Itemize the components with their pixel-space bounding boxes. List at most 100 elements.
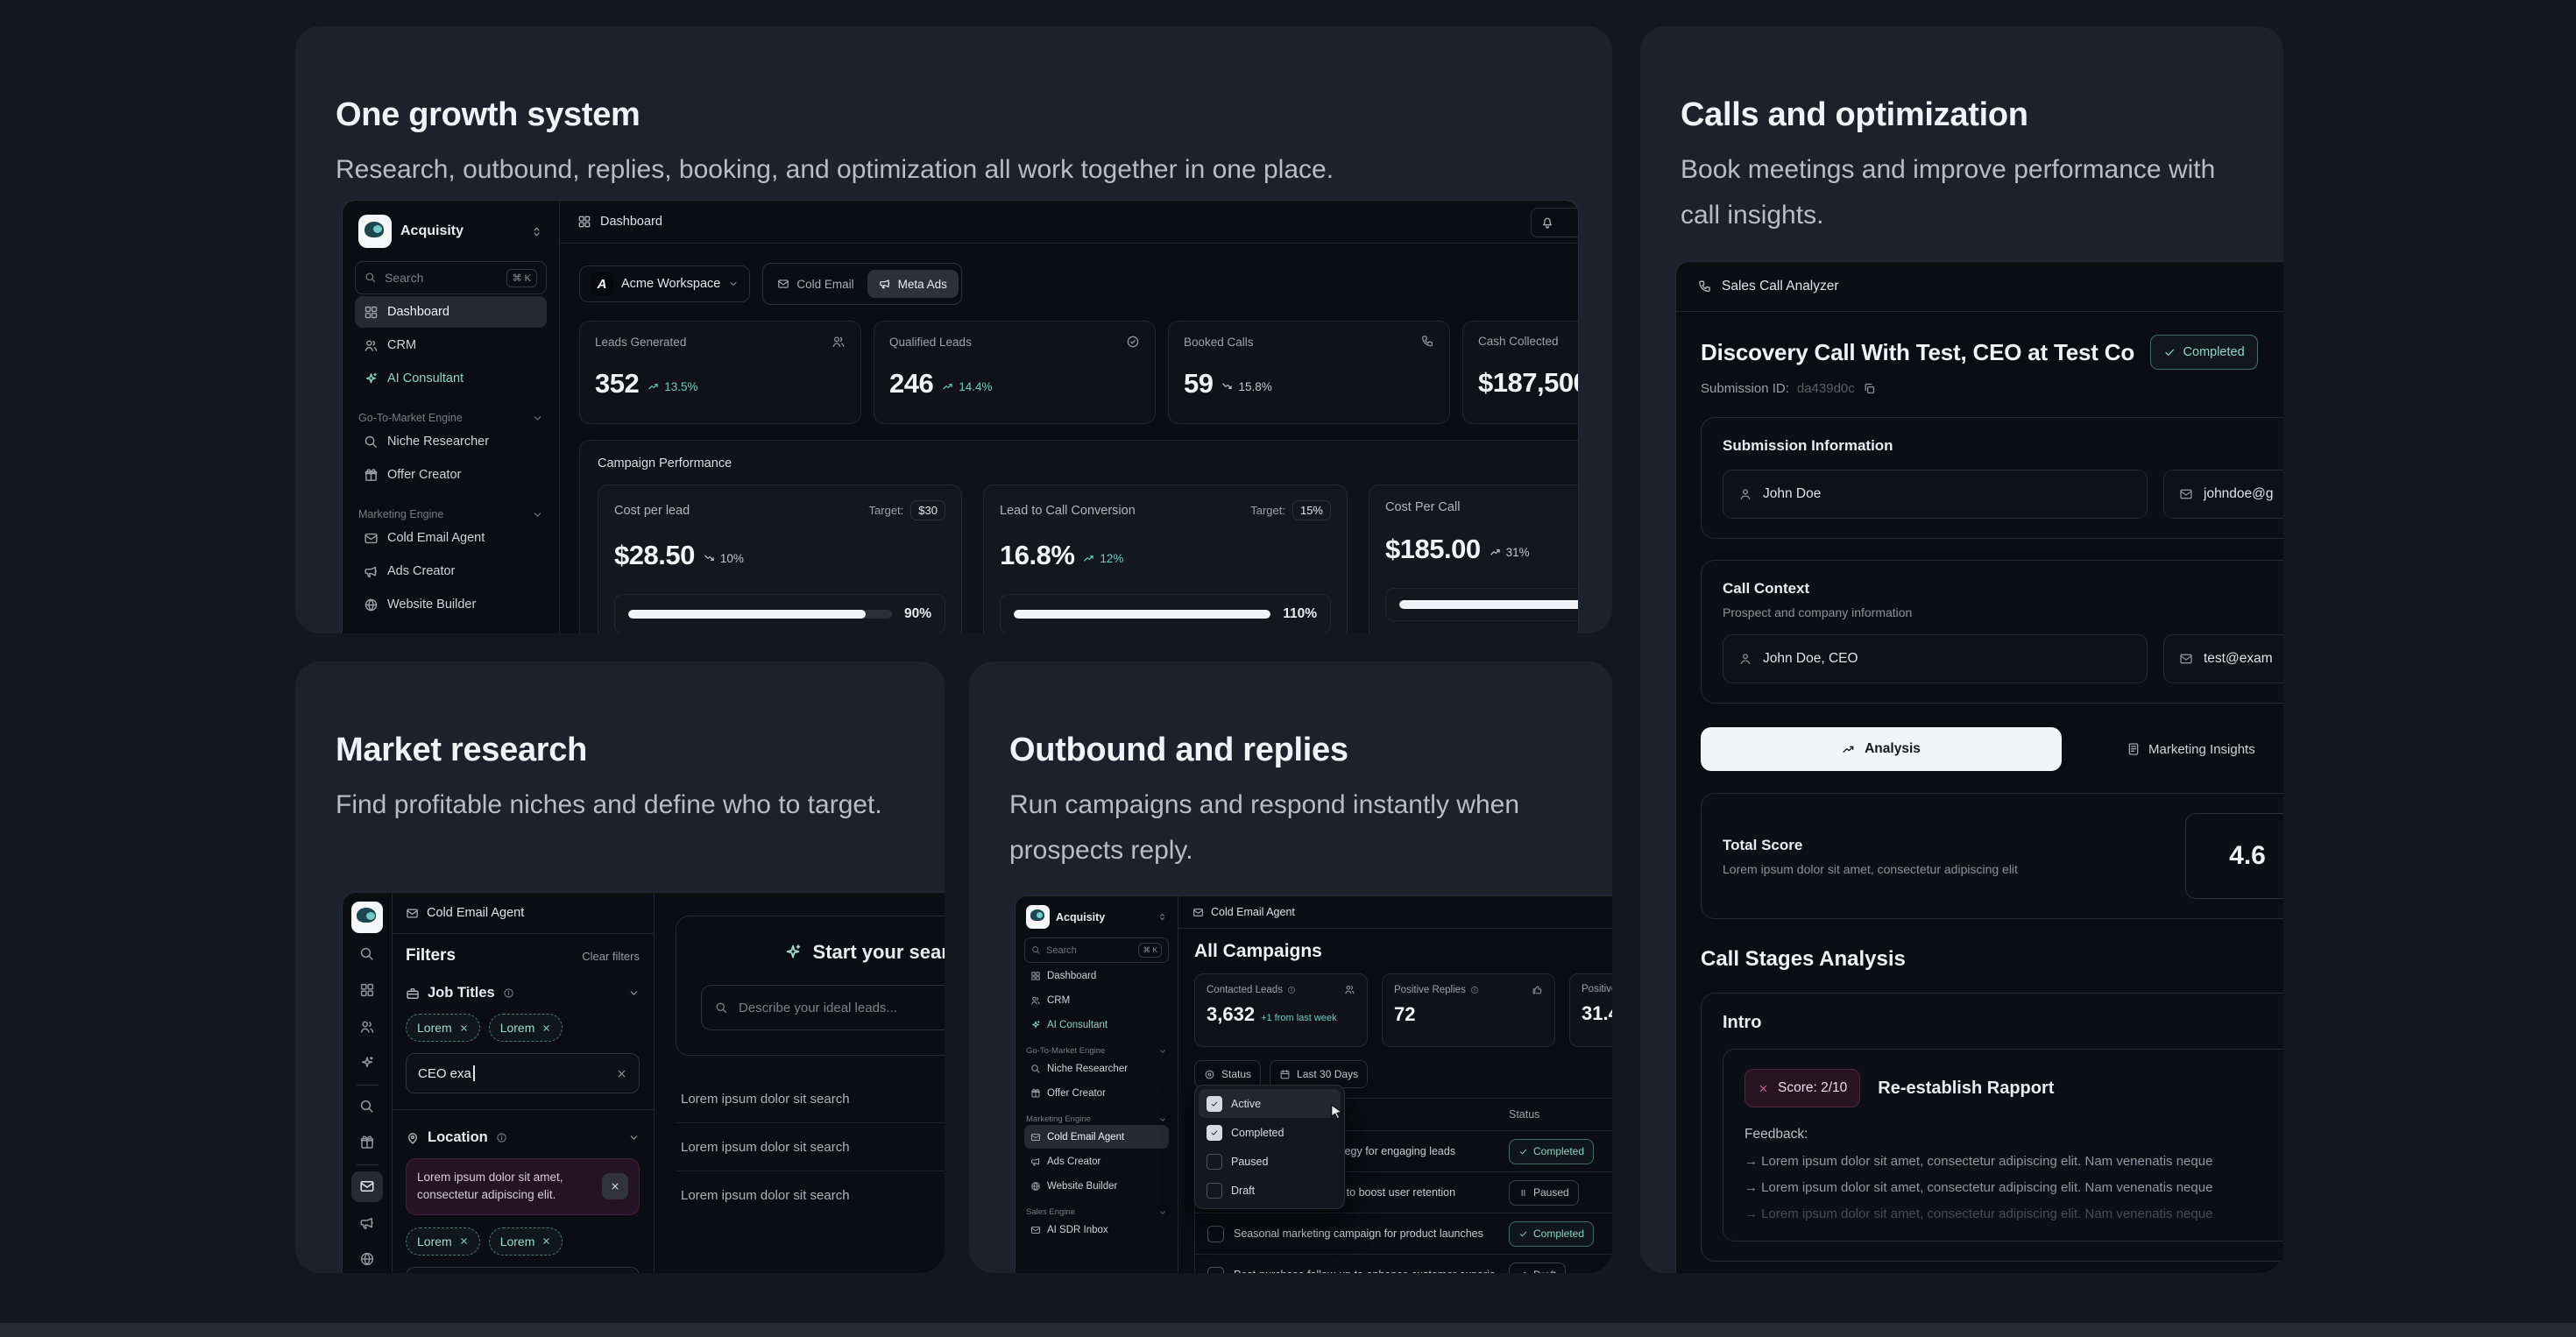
sidebar-item-dashboard[interactable]: Dashboard [1024,964,1169,987]
table-row[interactable]: Post-purchase follow-up to enhance custo… [1195,1254,1612,1273]
kpi-row: Leads Generated 352 13.5% Qualified Lead… [579,321,1579,424]
section-marketing-engine[interactable]: Marketing Engine [1024,1114,1169,1124]
sidebar-item-niche-researcher[interactable]: Niche Researcher [355,426,547,457]
section-marketing-engine[interactable]: Marketing Engine [355,508,547,520]
progress-bar [1385,588,1579,621]
sidebar-item-label: CRM [387,338,416,352]
menu-item-active[interactable]: Active [1199,1089,1341,1118]
chevron-down-icon [628,1132,640,1143]
sidebar-item-website-builder[interactable]: Website Builder [355,589,547,620]
email-field[interactable]: johndoe@g [2163,470,2283,519]
menu-item-paused[interactable]: Paused [1199,1147,1341,1176]
sparkles-icon[interactable] [351,1048,383,1078]
icon-rail [343,893,393,1273]
checkbox-unchecked[interactable] [1207,1183,1222,1199]
sidebar-item-offer-creator[interactable]: Offer Creator [1024,1081,1169,1105]
clear-filters-button[interactable]: Clear filters [582,950,640,963]
close-icon[interactable] [541,1023,551,1033]
sidebar-item-ai-sdr-inbox[interactable]: AI SDR Inbox [1024,1218,1169,1242]
section-go-to-market[interactable]: Go-To-Market Engine [1024,1046,1169,1056]
sidebar-search-input[interactable]: Search ⌘ K [355,261,547,294]
list-item[interactable]: Lorem ipsum dolor sit search [676,1123,945,1171]
job-title-input[interactable]: CEO exa [406,1053,640,1093]
sidebar-item-crm[interactable]: CRM [355,329,547,361]
phone-icon [1697,279,1712,294]
mail-icon[interactable] [351,1171,383,1201]
sidebar-item-website-builder[interactable]: Website Builder [1024,1174,1169,1198]
filter-tag[interactable]: Lorem [406,1014,480,1042]
location-input[interactable] [406,1267,640,1274]
checkbox-checked[interactable] [1207,1096,1222,1112]
section-sales-engine[interactable]: Sales Engine [1024,1207,1169,1217]
row-checkbox[interactable] [1207,1267,1224,1274]
list-item[interactable]: Lorem ipsum dolor sit search [676,1075,945,1123]
brand-row[interactable]: Acquisity [1024,905,1169,929]
table-row[interactable]: Seasonal marketing campaign for product … [1195,1213,1612,1254]
section-go-to-market[interactable]: Go-To-Market Engine [355,412,547,424]
sidebar-item-dashboard[interactable]: Dashboard [355,296,547,328]
ideal-leads-search-input[interactable]: Describe your ideal leads... [701,985,945,1030]
sidebar-item-ai-consultant[interactable]: AI Consultant [355,363,547,394]
users-icon [1344,984,1355,995]
row-checkbox[interactable] [1207,1226,1224,1242]
campaigns-main: Cold Email Agent All Campaigns Contacted… [1178,896,1612,1273]
copy-icon[interactable] [1863,382,1876,395]
close-icon[interactable] [541,1236,551,1246]
grid-icon[interactable] [351,975,383,1005]
tab-meta-ads[interactable]: Meta Ads [867,270,959,298]
search-icon[interactable] [351,1092,383,1121]
users-icon [1030,995,1041,1006]
kpi-trend: 14.4% [942,380,992,393]
workspace-selector[interactable]: A Acme Workspace [579,265,750,302]
megaphone-icon[interactable] [351,1208,383,1238]
location-section[interactable]: Location [406,1129,640,1146]
tab-marketing-insights[interactable]: Marketing Insights [2127,742,2255,757]
mail-icon [777,278,789,290]
acquisity-logo-icon[interactable] [351,902,383,933]
chevron-down-icon [628,987,640,999]
sidebar-item-offer-creator[interactable]: Offer Creator [355,459,547,491]
email-field[interactable]: test@exam [2163,634,2283,683]
close-icon[interactable] [459,1236,469,1246]
search-icon[interactable] [351,939,383,969]
notifications-button[interactable] [1531,208,1579,237]
name-field[interactable]: John Doe [1723,470,2148,519]
chevron-updown-icon [530,225,543,238]
sidebar-item-ads-creator[interactable]: Ads Creator [355,555,547,587]
sidebar-item-ads-creator[interactable]: Ads Creator [1024,1150,1169,1173]
sidebar-item-niche-researcher[interactable]: Niche Researcher [1024,1057,1169,1080]
globe-icon[interactable] [351,1244,383,1273]
checkbox-unchecked[interactable] [1207,1154,1222,1170]
sidebar-search-input[interactable]: Search ⌘ K [1024,937,1169,963]
megaphone-icon [1030,1157,1041,1167]
tab-cold-email[interactable]: Cold Email [766,270,865,298]
filter-tag[interactable]: Lorem [489,1014,563,1042]
feedback-line: → Lorem ipsum dolor sit amet, consectetu… [1744,1206,2283,1221]
sidebar-item-ai-consultant[interactable]: AI Consultant [1024,1013,1169,1036]
perf-trend: 31% [1490,546,1530,559]
sidebar-item-crm[interactable]: CRM [1024,988,1169,1012]
prospect-field[interactable]: John Doe, CEO [1723,634,2148,683]
clear-icon[interactable] [616,1068,627,1079]
filter-tag[interactable]: Lorem [489,1227,563,1256]
tab-analysis[interactable]: Analysis [1701,727,2062,771]
menu-item-completed[interactable]: Completed [1199,1118,1341,1147]
text-caret [473,1065,475,1081]
brand-row[interactable]: Acquisity [355,215,547,248]
close-icon[interactable] [459,1023,469,1033]
kpi-positive-replies: Positive Replies 72 [1382,973,1555,1047]
sidebar-item-cold-email-agent[interactable]: Cold Email Agent [355,522,547,554]
brand-name: Acquisity [1056,911,1151,923]
job-titles-section[interactable]: Job Titles [406,985,640,1001]
users-icon[interactable] [351,1011,383,1041]
filter-tag[interactable]: Lorem [406,1227,480,1256]
remove-note-button[interactable] [602,1173,628,1199]
menu-item-draft[interactable]: Draft [1199,1176,1341,1205]
checkbox-checked[interactable] [1207,1125,1222,1141]
list-item[interactable]: Lorem ipsum dolor sit search [676,1171,945,1219]
search-icon [364,272,377,284]
info-icon [503,987,514,999]
sidebar-item-cold-email-agent[interactable]: Cold Email Agent [1024,1125,1169,1149]
kpi-label: Cash Collected [1478,335,1559,348]
gift-icon[interactable] [351,1128,383,1157]
